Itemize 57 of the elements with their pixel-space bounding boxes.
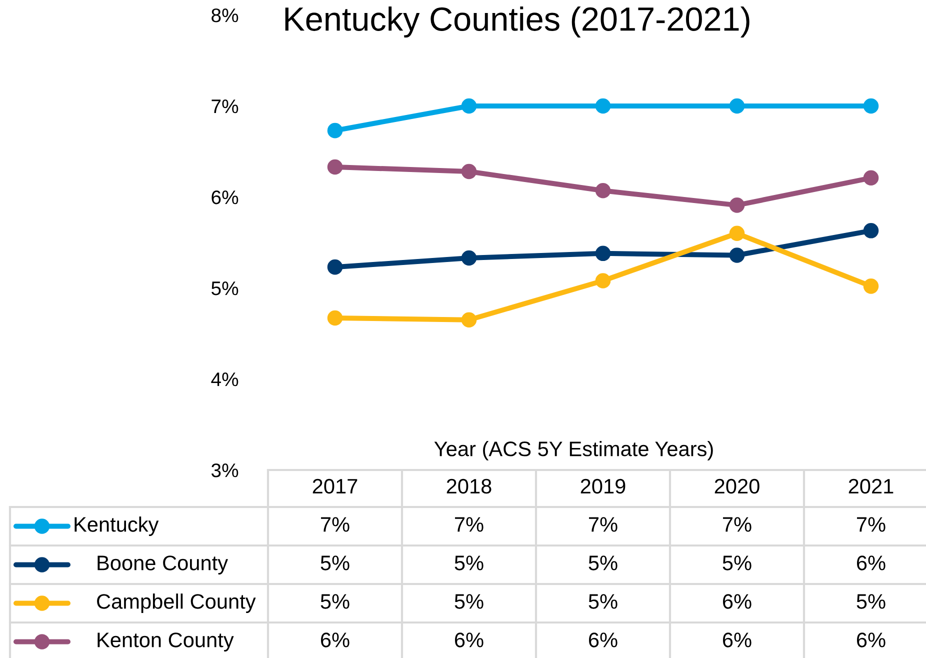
data-label: 5% bbox=[588, 594, 618, 609]
x-axis-title: Year (ACS 5Y Estimate Years) bbox=[434, 441, 713, 460]
point bbox=[863, 223, 879, 238]
point bbox=[327, 259, 343, 275]
data-label: 6% bbox=[857, 632, 886, 648]
y-tick-label: 5% bbox=[212, 282, 238, 296]
data-label: 5% bbox=[722, 556, 752, 570]
point bbox=[863, 278, 879, 294]
point bbox=[461, 164, 477, 180]
point bbox=[595, 246, 611, 262]
point bbox=[595, 273, 611, 288]
x-tick-label: 2019 bbox=[580, 478, 626, 494]
data-label: 5% bbox=[588, 556, 618, 570]
data-label: 7% bbox=[589, 517, 618, 532]
point bbox=[729, 226, 745, 242]
data-label: 5% bbox=[454, 556, 484, 570]
data-label: 5% bbox=[856, 594, 886, 609]
point bbox=[327, 310, 343, 326]
point bbox=[729, 248, 745, 263]
x-tick-label: 2021 bbox=[848, 478, 894, 494]
x-tick-label: 2017 bbox=[312, 478, 358, 494]
x-tick-label: 2018 bbox=[446, 478, 492, 494]
point bbox=[461, 250, 477, 266]
legend-label: Kentucky bbox=[74, 516, 159, 536]
point bbox=[461, 312, 477, 328]
data-label: 7% bbox=[723, 517, 752, 532]
data-label: 5% bbox=[320, 556, 350, 570]
point bbox=[729, 98, 745, 114]
point bbox=[595, 182, 611, 198]
y-tick-label: 6% bbox=[212, 190, 238, 204]
point bbox=[327, 159, 343, 175]
data-label: 5% bbox=[454, 594, 484, 609]
data-label: 6% bbox=[455, 632, 484, 648]
data-label: 7% bbox=[857, 517, 886, 532]
point bbox=[327, 122, 343, 138]
data-label: 5% bbox=[320, 594, 350, 609]
data-label: 6% bbox=[589, 632, 618, 648]
point bbox=[595, 98, 611, 114]
data-label: 6% bbox=[723, 632, 752, 648]
point bbox=[729, 198, 745, 213]
data-label: 7% bbox=[455, 517, 484, 532]
legend-label: Campbell County bbox=[97, 594, 256, 613]
data-label: 7% bbox=[321, 517, 350, 532]
data-label: 6% bbox=[723, 594, 752, 609]
point bbox=[461, 98, 477, 114]
legend-label: Kenton County bbox=[98, 632, 234, 652]
point bbox=[863, 98, 879, 114]
x-tick-label: 2020 bbox=[714, 478, 760, 494]
legend-label: Boone County bbox=[98, 556, 228, 574]
y-tick-label: 4% bbox=[211, 372, 238, 386]
data-label: 6% bbox=[321, 632, 350, 648]
y-tick-label: 8% bbox=[212, 8, 238, 22]
chart-title: Kentucky Counties (2017-2021) bbox=[285, 6, 750, 38]
y-tick-label: 3% bbox=[211, 463, 238, 478]
point bbox=[863, 170, 879, 186]
y-tick-label: 7% bbox=[212, 100, 238, 114]
data-label: 6% bbox=[857, 556, 886, 570]
